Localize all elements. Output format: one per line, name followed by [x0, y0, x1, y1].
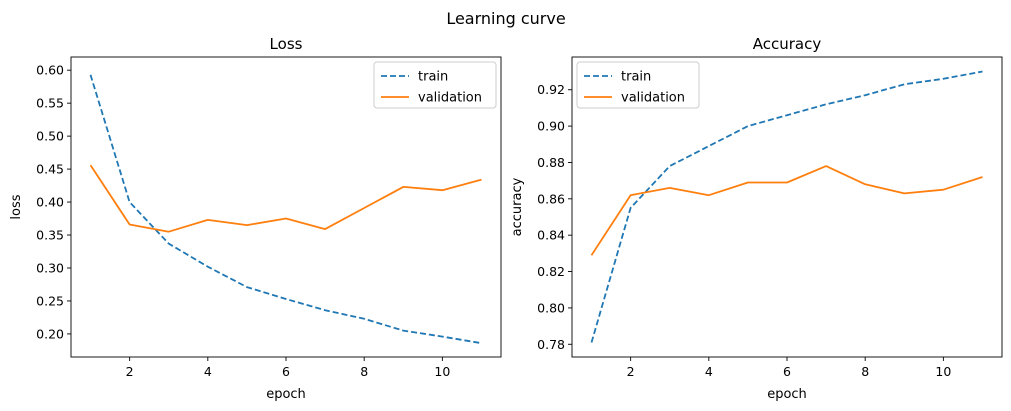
y-tick-label: 0.84: [537, 228, 565, 243]
x-axis-label: epoch: [767, 387, 807, 402]
y-tick-label: 0.35: [36, 228, 64, 243]
x-tick-label: 2: [627, 364, 635, 379]
y-tick-label: 0.92: [537, 82, 565, 97]
x-tick-label: 4: [204, 364, 212, 379]
x-tick-label: 4: [705, 364, 713, 379]
legend-label: train: [418, 70, 448, 85]
legend-label: validation: [621, 91, 685, 106]
legend-label: train: [621, 70, 651, 85]
series-line-train: [590, 70, 983, 343]
y-tick-label: 0.60: [36, 63, 64, 78]
x-tick-label: 8: [861, 364, 869, 379]
x-tick-label: 10: [935, 364, 951, 379]
x-tick-label: 6: [783, 364, 791, 379]
x-axis-label: epoch: [266, 387, 306, 402]
chart-title: Accuracy: [753, 35, 822, 53]
y-tick-label: 0.25: [36, 293, 64, 308]
x-tick-label: 2: [126, 364, 134, 379]
x-tick-label: 10: [434, 364, 450, 379]
x-tick-label: 8: [360, 364, 368, 379]
legend-label: validation: [418, 91, 482, 106]
y-tick-label: 0.45: [36, 162, 64, 177]
y-tick-label: 0.50: [36, 129, 64, 144]
y-tick-label: 0.20: [36, 326, 64, 341]
loss-chart: 2 4 6 8 10 0.20 0.25 0.30 0.35 0.40 0.45 0.50 0.55 0.…: [9, 35, 502, 402]
y-tick-label: 0.88: [537, 155, 565, 170]
y-tick-label: 0.82: [537, 264, 565, 279]
chart-title: Loss: [270, 35, 303, 53]
y-axis-label: accuracy: [510, 177, 525, 236]
x-tick-label: 6: [282, 364, 290, 379]
series-line-validation: [590, 165, 983, 256]
y-tick-label: 0.55: [36, 96, 64, 111]
y-axis-label: loss: [9, 194, 24, 219]
y-tick-label: 0.78: [537, 337, 565, 352]
y-tick-label: 0.30: [36, 260, 64, 275]
y-tick-label: 0.86: [537, 191, 565, 206]
legend: train validation: [373, 61, 497, 109]
y-tick-label: 0.80: [537, 300, 565, 315]
y-tick-label: 0.40: [36, 195, 64, 210]
series-line-train: [89, 74, 482, 345]
figure-suptitle: Learning curve: [446, 9, 565, 28]
series-line-validation: [89, 164, 482, 233]
y-tick-label: 0.90: [537, 119, 565, 134]
accuracy-chart: 2 4 6 8 10 0.78 0.80 0.82 0.84 0.86 0.88 0.90 0.92 Ac…: [510, 35, 1003, 402]
legend: train validation: [576, 61, 700, 109]
